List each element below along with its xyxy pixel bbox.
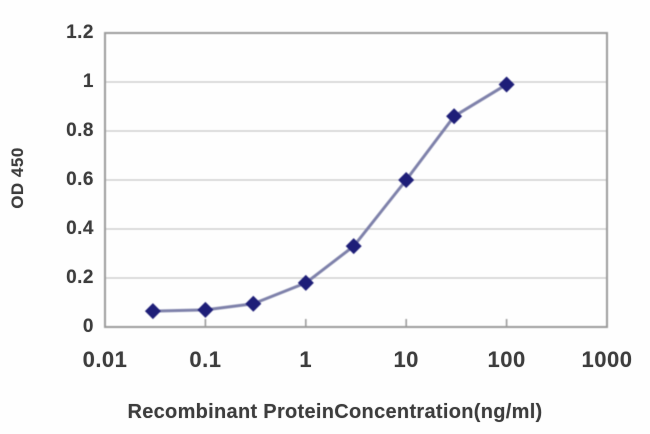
y-tick-label: 0.2 bbox=[66, 267, 94, 288]
y-axis-title: OD 450 bbox=[8, 147, 27, 209]
x-tick-label: 100 bbox=[487, 347, 526, 372]
data-point-marker bbox=[345, 238, 362, 255]
x-tick-label: 10 bbox=[393, 347, 419, 372]
x-axis-title: Recombinant ProteinConcentration(ng/ml) bbox=[127, 401, 543, 423]
data-point-marker bbox=[197, 301, 214, 318]
y-tick-label: 0.8 bbox=[66, 120, 94, 141]
y-tick-label: 1.2 bbox=[66, 22, 94, 43]
x-tick-label: 0.01 bbox=[82, 347, 128, 372]
y-tick-label: 0 bbox=[82, 316, 94, 337]
data-point-marker bbox=[245, 295, 262, 312]
data-line bbox=[151, 82, 509, 313]
x-tick-label: 0.1 bbox=[189, 347, 222, 372]
x-tick-label: 1000 bbox=[581, 347, 633, 372]
data-point-marker bbox=[144, 303, 161, 320]
x-tick-label: 1 bbox=[299, 347, 313, 372]
y-tick-label: 0.6 bbox=[66, 169, 94, 190]
data-point-marker bbox=[398, 172, 415, 188]
data-point-marker bbox=[446, 108, 463, 125]
y-tick-label: 0.4 bbox=[66, 218, 94, 239]
plot-border bbox=[104, 32, 608, 328]
data-point-marker bbox=[498, 76, 515, 93]
data-point-marker bbox=[297, 274, 314, 291]
y-tick-label: 1 bbox=[82, 71, 94, 92]
